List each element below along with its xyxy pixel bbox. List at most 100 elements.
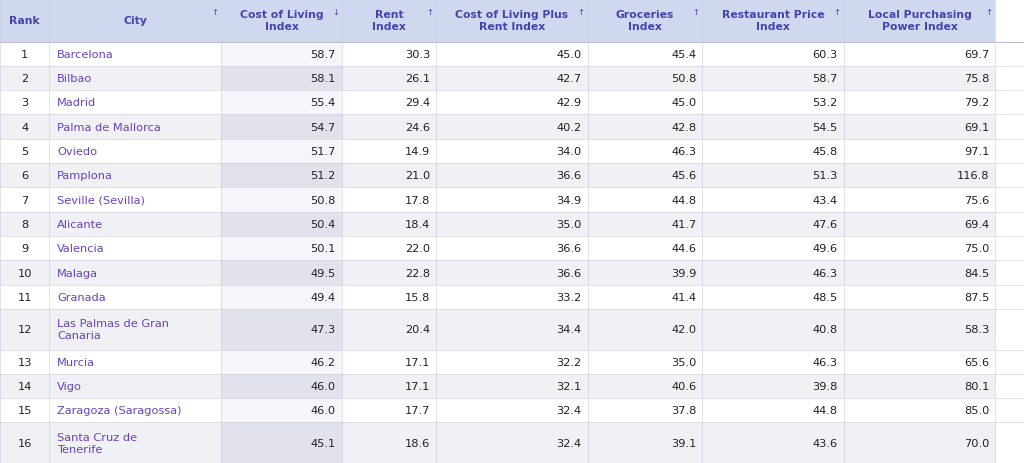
Text: 49.4: 49.4: [310, 292, 336, 302]
Bar: [221, 213, 342, 237]
Text: 45.0: 45.0: [556, 50, 582, 60]
Text: 42.8: 42.8: [671, 122, 696, 132]
Bar: [436, 423, 588, 463]
Bar: [0, 261, 49, 285]
Bar: [0, 188, 49, 213]
Text: 13: 13: [17, 357, 32, 367]
Bar: [49, 213, 221, 237]
Bar: [588, 164, 702, 188]
Text: 50.8: 50.8: [310, 195, 336, 205]
Bar: [342, 285, 436, 309]
Text: 32.4: 32.4: [556, 438, 582, 448]
Bar: [221, 285, 342, 309]
Bar: [702, 350, 844, 374]
Bar: [436, 398, 588, 423]
Text: 49.5: 49.5: [310, 268, 336, 278]
Bar: [49, 67, 221, 91]
Bar: [221, 188, 342, 213]
Text: 5: 5: [20, 147, 29, 156]
Bar: [0, 213, 49, 237]
Text: 34.4: 34.4: [556, 325, 582, 335]
Text: 41.7: 41.7: [671, 219, 696, 229]
Bar: [588, 115, 702, 139]
Bar: [0, 164, 49, 188]
Text: 45.6: 45.6: [671, 171, 696, 181]
Bar: [436, 139, 588, 164]
Bar: [702, 213, 844, 237]
Bar: [702, 67, 844, 91]
Text: Vigo: Vigo: [57, 381, 82, 391]
Text: 58.7: 58.7: [812, 74, 838, 84]
Bar: [342, 350, 436, 374]
Bar: [844, 188, 995, 213]
Bar: [221, 164, 342, 188]
Bar: [702, 398, 844, 423]
Bar: [844, 91, 995, 115]
Text: 75.8: 75.8: [964, 74, 989, 84]
Bar: [221, 139, 342, 164]
Bar: [844, 213, 995, 237]
Text: Cost of Living Plus
Rent Index: Cost of Living Plus Rent Index: [456, 10, 568, 32]
Text: 70.0: 70.0: [964, 438, 989, 448]
Text: 33.2: 33.2: [556, 292, 582, 302]
Text: 44.6: 44.6: [672, 244, 696, 254]
Text: 54.7: 54.7: [310, 122, 336, 132]
Bar: [436, 285, 588, 309]
Text: 37.8: 37.8: [671, 406, 696, 415]
Text: Seville (Sevilla): Seville (Sevilla): [57, 195, 145, 205]
Bar: [221, 374, 342, 398]
Bar: [221, 115, 342, 139]
Text: 20.4: 20.4: [404, 325, 430, 335]
Bar: [221, 309, 342, 350]
Bar: [342, 91, 436, 115]
Bar: [702, 115, 844, 139]
Text: Madrid: Madrid: [57, 98, 96, 108]
Bar: [844, 115, 995, 139]
Text: 51.3: 51.3: [812, 171, 838, 181]
Text: 85.0: 85.0: [964, 406, 989, 415]
Bar: [0, 43, 49, 67]
Bar: [342, 43, 436, 67]
Bar: [342, 139, 436, 164]
Bar: [221, 237, 342, 261]
Text: 43.6: 43.6: [812, 438, 838, 448]
Text: Barcelona: Barcelona: [57, 50, 114, 60]
Bar: [0, 237, 49, 261]
Bar: [588, 67, 702, 91]
Text: 32.2: 32.2: [556, 357, 582, 367]
Text: 75.6: 75.6: [964, 195, 989, 205]
Text: 84.5: 84.5: [964, 268, 989, 278]
Text: 50.1: 50.1: [310, 244, 336, 254]
Bar: [49, 261, 221, 285]
Bar: [436, 43, 588, 67]
Bar: [844, 423, 995, 463]
Text: Las Palmas de Gran
Canaria: Las Palmas de Gran Canaria: [57, 319, 169, 341]
Text: ↑: ↑: [692, 8, 699, 17]
Text: 49.6: 49.6: [812, 244, 838, 254]
Bar: [49, 43, 221, 67]
Text: 17.1: 17.1: [404, 381, 430, 391]
Bar: [702, 309, 844, 350]
Bar: [844, 285, 995, 309]
Text: Palma de Mallorca: Palma de Mallorca: [57, 122, 161, 132]
Text: Zaragoza (Saragossa): Zaragoza (Saragossa): [57, 406, 182, 415]
Bar: [436, 309, 588, 350]
Text: 9: 9: [20, 244, 29, 254]
Text: 10: 10: [17, 268, 32, 278]
Text: 36.6: 36.6: [556, 244, 582, 254]
Bar: [844, 237, 995, 261]
Bar: [221, 43, 342, 67]
Text: 53.2: 53.2: [812, 98, 838, 108]
Bar: [49, 285, 221, 309]
Text: 18.6: 18.6: [404, 438, 430, 448]
Bar: [588, 0, 702, 43]
Text: 51.7: 51.7: [310, 147, 336, 156]
Text: Local Purchasing
Power Index: Local Purchasing Power Index: [867, 10, 972, 32]
Bar: [49, 237, 221, 261]
Bar: [844, 0, 995, 43]
Text: Rent
Index: Rent Index: [372, 10, 407, 32]
Bar: [49, 0, 221, 43]
Text: 34.0: 34.0: [556, 147, 582, 156]
Bar: [436, 164, 588, 188]
Bar: [342, 115, 436, 139]
